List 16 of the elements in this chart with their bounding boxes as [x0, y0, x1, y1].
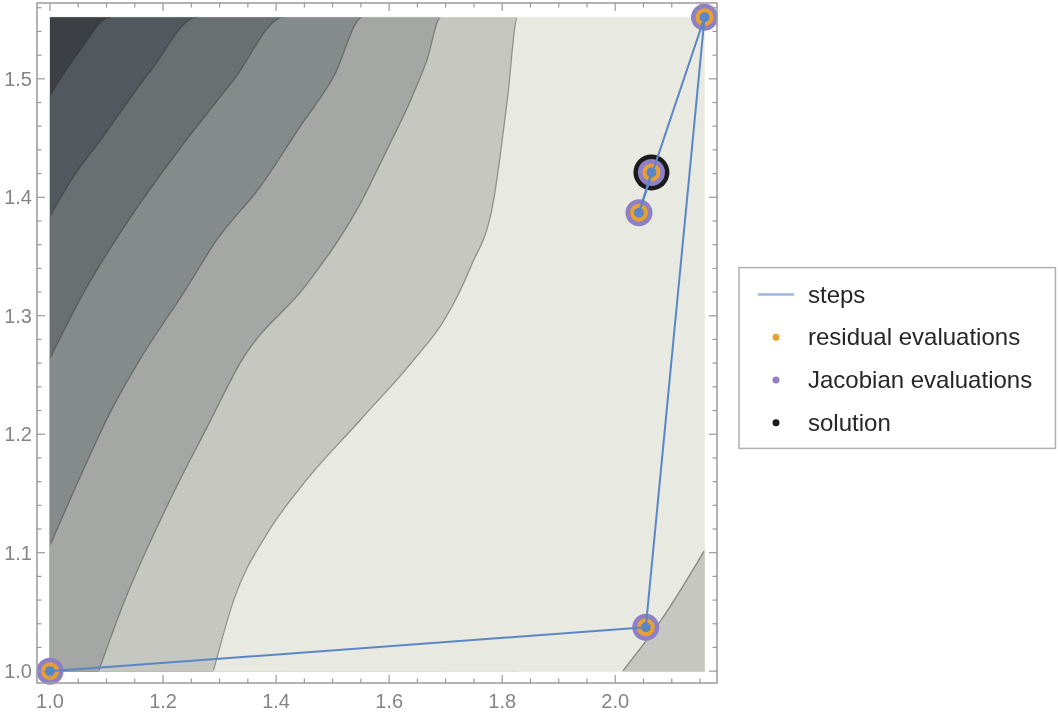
y-tick-label: 1.1 — [4, 541, 32, 564]
legend-label: residual evaluations — [808, 323, 1021, 351]
y-tick-label: 1.5 — [4, 67, 32, 90]
y-tick-label: 1.2 — [4, 423, 32, 446]
y-tick-label: 1.3 — [4, 304, 32, 327]
x-tick-label: 1.8 — [488, 690, 517, 712]
x-tick-label: 1.0 — [36, 690, 64, 712]
legend-label: Jacobian evaluations — [808, 366, 1033, 393]
legend-label: steps — [808, 280, 866, 308]
x-tick-label: 1.4 — [262, 690, 291, 712]
x-tick-label: 1.6 — [375, 690, 404, 712]
y-tick-label: 1.0 — [4, 660, 32, 683]
x-tick-label: 1.2 — [149, 690, 177, 712]
y-tick-label: 1.4 — [4, 186, 32, 209]
x-tick-label: 2.0 — [601, 690, 630, 712]
legend-label: solution — [808, 408, 891, 436]
